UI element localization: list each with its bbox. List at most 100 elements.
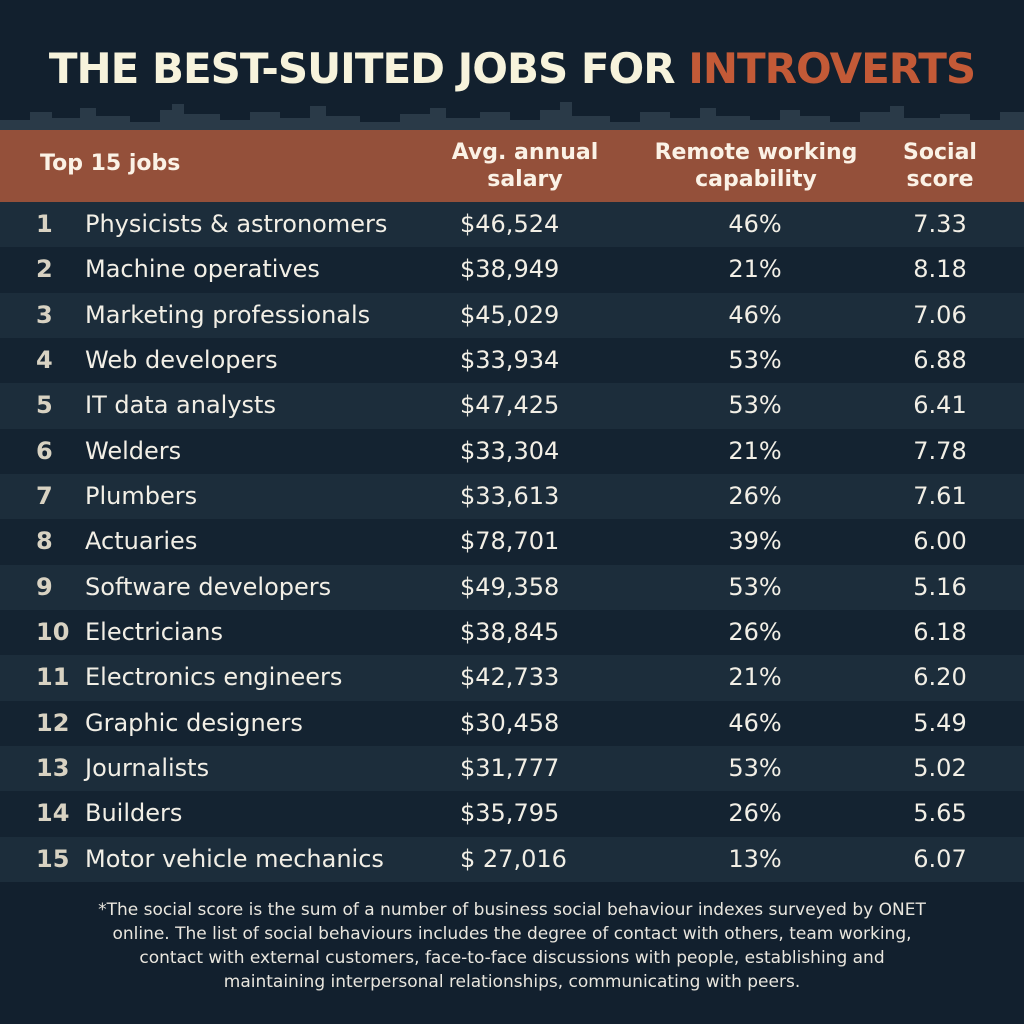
title-accent: INTROVERTS xyxy=(688,44,976,93)
row-social: 5.65 xyxy=(913,799,967,828)
row-social: 6.07 xyxy=(913,844,967,873)
row-social: 8.18 xyxy=(913,255,967,284)
row-salary: $33,934 xyxy=(460,345,560,374)
row-remote: 46% xyxy=(728,210,782,238)
row-rank: 11 xyxy=(36,663,70,692)
footnote: *The social score is the sum of a number… xyxy=(30,898,994,994)
row-salary: $33,613 xyxy=(460,481,560,510)
row-salary: $33,304 xyxy=(460,436,560,465)
header-salary-line2: salary xyxy=(487,167,563,192)
row-remote: 21% xyxy=(728,436,782,465)
row-remote: 26% xyxy=(728,481,782,510)
footnote-line: maintaining interpersonal relationships,… xyxy=(223,972,801,992)
row-social: 6.41 xyxy=(913,391,967,420)
row-salary: $47,425 xyxy=(460,391,560,420)
table-row: 11 Electronics engineers $42,733 21% 6.20 xyxy=(0,655,1024,701)
row-job: Builders xyxy=(85,799,183,828)
header-remote-line2: capability xyxy=(695,167,817,192)
table-row: 13 Journalists $31,777 53% 5.02 xyxy=(0,745,1024,792)
page-title: THE BEST-SUITED JOBS FOR INTROVERTS xyxy=(0,44,1024,93)
row-social: 6.18 xyxy=(913,617,967,646)
table-row: 14 Builders $35,795 26% 5.65 xyxy=(0,791,1024,837)
header-remote-line1: Remote working xyxy=(654,140,858,165)
row-salary: $49,358 xyxy=(460,572,560,601)
row-rank: 5 xyxy=(36,391,53,420)
row-remote: 39% xyxy=(728,527,782,556)
header-jobs: Top 15 jobs xyxy=(40,151,181,176)
row-salary: $42,733 xyxy=(460,663,560,692)
row-job: Electronics engineers xyxy=(85,663,343,692)
row-job: Journalists xyxy=(85,753,210,782)
title-main: THE BEST-SUITED JOBS FOR xyxy=(48,44,676,93)
table-row: 5 IT data analysts $47,425 53% 6.41 xyxy=(0,383,1024,429)
row-remote: 46% xyxy=(728,708,782,737)
header-salary-line1: Avg. annual xyxy=(451,140,599,165)
row-social: 5.16 xyxy=(913,572,967,601)
footnote-line: contact with external customers, face-to… xyxy=(139,948,885,968)
row-rank: 2 xyxy=(36,255,53,284)
row-rank: 4 xyxy=(36,345,53,374)
row-social: 5.49 xyxy=(913,708,967,737)
row-remote: 53% xyxy=(728,345,782,374)
row-rank: 6 xyxy=(36,436,53,465)
row-social: 7.61 xyxy=(913,481,967,510)
row-social: 6.88 xyxy=(913,345,967,374)
row-salary: $35,795 xyxy=(460,799,560,828)
footnote-line: *The social score is the sum of a number… xyxy=(98,900,926,920)
row-job: Software developers xyxy=(85,572,332,601)
row-social: 7.33 xyxy=(913,210,967,238)
city-skyline-graphic xyxy=(0,102,1024,132)
row-job: Actuaries xyxy=(85,527,198,556)
row-salary: $38,949 xyxy=(460,255,560,284)
row-remote: 46% xyxy=(728,300,782,329)
row-job: Motor vehicle mechanics xyxy=(85,844,384,873)
row-job: Machine operatives xyxy=(85,255,320,284)
row-rank: 9 xyxy=(36,572,53,601)
row-rank: 14 xyxy=(36,799,70,828)
row-remote: 53% xyxy=(728,391,782,420)
footnote-line: online. The list of social behaviours in… xyxy=(112,924,912,944)
table-row: 12 Graphic designers $30,458 46% 5.49 xyxy=(0,700,1024,746)
header-salary: Avg. annual salary xyxy=(430,139,620,193)
header-social: Social score xyxy=(880,139,1000,193)
row-job: IT data analysts xyxy=(85,391,276,420)
row-salary: $30,458 xyxy=(460,708,560,737)
header-social-line2: score xyxy=(906,167,974,192)
row-social: 5.02 xyxy=(913,753,967,782)
row-social: 6.00 xyxy=(913,527,967,556)
row-salary: $46,524 xyxy=(460,210,560,238)
table-row: 7 Plumbers $33,613 26% 7.61 xyxy=(0,473,1024,520)
table-row: 10 Electricians $38,845 26% 6.18 xyxy=(0,609,1024,656)
row-rank: 15 xyxy=(36,844,70,873)
row-job: Web developers xyxy=(85,345,278,374)
jobs-table: Top 15 jobs Avg. annual salary Remote wo… xyxy=(0,130,1024,882)
row-remote: 21% xyxy=(728,255,782,284)
row-remote: 13% xyxy=(728,844,782,873)
table-row: 8 Actuaries $78,701 39% 6.00 xyxy=(0,519,1024,565)
row-social: 7.78 xyxy=(913,436,967,465)
header-social-line1: Social xyxy=(903,140,977,165)
table-row: 1 Physicists & astronomers $46,524 46% 7.33 xyxy=(0,202,1024,248)
row-job: Welders xyxy=(85,436,182,465)
row-salary: $31,777 xyxy=(460,753,560,782)
row-remote: 53% xyxy=(728,753,782,782)
row-rank: 3 xyxy=(36,300,53,329)
row-rank: 10 xyxy=(36,617,70,646)
row-remote: 53% xyxy=(728,572,782,601)
row-rank: 13 xyxy=(36,753,70,782)
table-row: 3 Marketing professionals $45,029 46% 7.06 xyxy=(0,292,1024,338)
table-row: 9 Software developers $49,358 53% 5.16 xyxy=(0,564,1024,610)
row-rank: 1 xyxy=(36,210,53,238)
row-rank: 8 xyxy=(36,527,53,556)
row-job: Plumbers xyxy=(85,481,198,510)
row-remote: 26% xyxy=(728,617,782,646)
row-rank: 12 xyxy=(36,708,70,737)
header-remote: Remote working capability xyxy=(640,139,872,193)
row-job: Physicists & astronomers xyxy=(85,210,388,238)
table-header: Top 15 jobs Avg. annual salary Remote wo… xyxy=(0,130,1024,202)
row-social: 6.20 xyxy=(913,663,967,692)
table-row: 15 Motor vehicle mechanics $ 27,016 13% 6.07 xyxy=(0,836,1024,882)
row-remote: 26% xyxy=(728,799,782,828)
row-remote: 21% xyxy=(728,663,782,692)
table-row: 2 Machine operatives $38,949 21% 8.18 xyxy=(0,247,1024,293)
